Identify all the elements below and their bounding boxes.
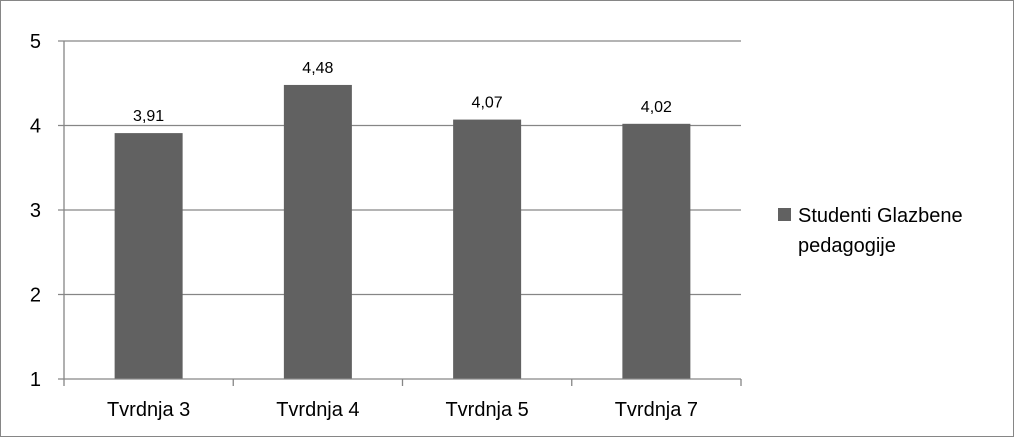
bar — [622, 123, 691, 379]
x-tick-label: Tvrdnja 5 — [445, 399, 528, 421]
y-tick-label: 3 — [30, 200, 41, 222]
data-labels: 3,91 4,48 4,07 4,02 — [133, 60, 672, 125]
y-tick-label: 5 — [30, 31, 41, 53]
x-tick-label: Tvrdnja 3 — [107, 399, 190, 421]
axes: 1 2 3 4 5 Tvrdnja 3 Tvrdnja 4 Tvrdnja 5 Tvrdnja … — [30, 31, 742, 421]
bar — [114, 133, 183, 379]
y-tick-label: 4 — [30, 116, 41, 138]
legend-swatch — [778, 208, 791, 221]
y-tick-label: 2 — [30, 285, 41, 307]
y-tick-label: 1 — [30, 369, 41, 391]
bars — [114, 84, 691, 380]
legend-label-line-1: Studenti Glazbene — [798, 205, 963, 227]
bar — [453, 119, 522, 380]
data-label: 4,48 — [302, 60, 333, 77]
legend-label: Studenti Glazbene pedagogije — [798, 205, 968, 257]
data-label: 3,91 — [133, 108, 164, 125]
data-label: 4,07 — [472, 95, 503, 112]
data-label: 4,02 — [641, 99, 672, 116]
x-tick-label: Tvrdnja 4 — [276, 399, 359, 421]
x-tick-label: Tvrdnja 7 — [615, 399, 698, 421]
legend: Studenti Glazbene pedagogije — [778, 205, 968, 257]
bar — [283, 84, 352, 379]
legend-label-line-2: pedagogije — [798, 235, 896, 257]
